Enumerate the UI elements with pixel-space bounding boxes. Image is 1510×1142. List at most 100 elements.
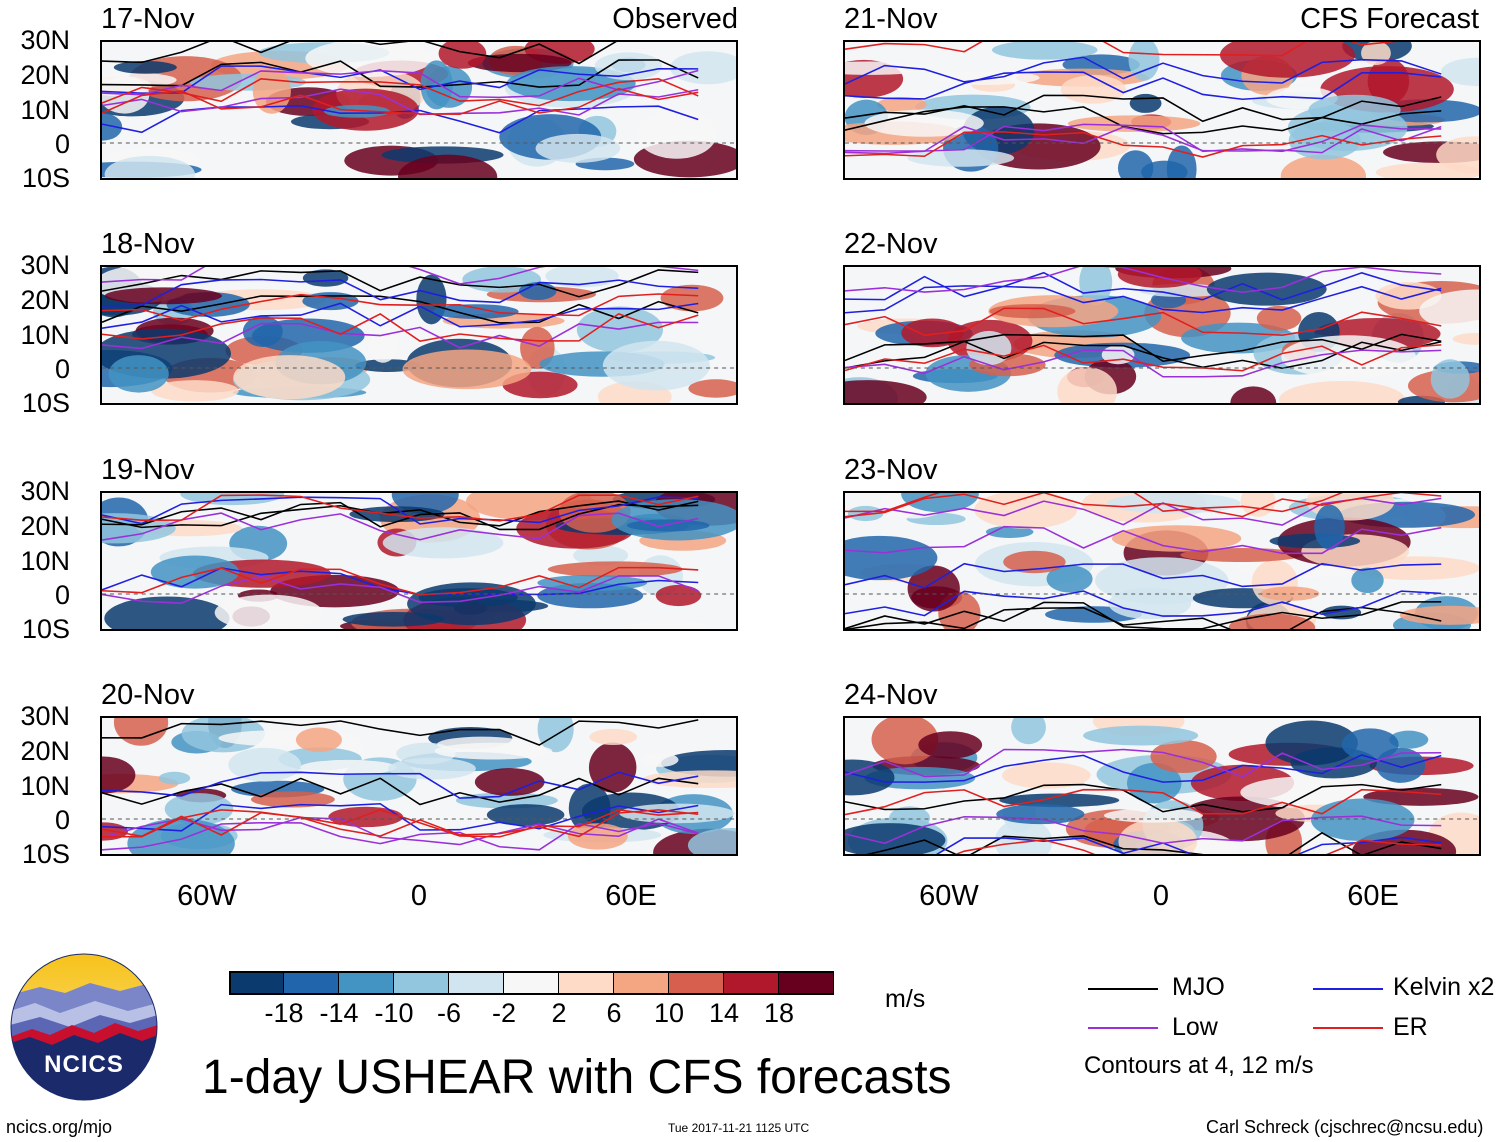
- shear-blob: [636, 109, 717, 159]
- shear-blob: [486, 804, 565, 826]
- shear-blob: [305, 42, 434, 77]
- shear-blob: [214, 594, 323, 629]
- panel-date: 21-Nov: [844, 3, 938, 35]
- lat-label: 30N: [20, 25, 70, 55]
- contour-line: [845, 42, 1397, 57]
- shear-blob: [102, 756, 136, 794]
- contour-line: [845, 267, 1442, 294]
- shear-blob: [907, 565, 960, 612]
- shear-blob: [233, 355, 346, 400]
- contour-line: [845, 493, 1344, 513]
- shear-blob: [1308, 94, 1401, 126]
- contour-line: [102, 293, 699, 322]
- contour-line: [102, 302, 699, 329]
- map-panel: [100, 716, 738, 856]
- shear-blob: [537, 574, 648, 591]
- shear-blob: [1150, 740, 1217, 773]
- legend-swatch-er: [1313, 1027, 1383, 1029]
- contour-line: [102, 295, 699, 324]
- shear-blob: [660, 284, 724, 312]
- contour-line: [102, 821, 699, 851]
- shear-blob: [641, 752, 679, 767]
- colorbar-tick: 18: [763, 998, 795, 1028]
- shear-blob: [877, 96, 927, 112]
- shear-blob: [1361, 42, 1391, 66]
- lat-label: 10S: [21, 839, 70, 869]
- shear-blob: [1430, 359, 1470, 399]
- shear-field: [845, 493, 1479, 629]
- lon-label: 60E: [605, 880, 657, 912]
- colorbar-swatch: [284, 971, 339, 995]
- shear-blob: [907, 149, 1015, 167]
- contour-line: [845, 333, 1442, 363]
- lat-label: 10S: [21, 163, 70, 193]
- shear-blob: [1419, 289, 1479, 333]
- colorbar-tick: -18: [264, 998, 304, 1028]
- panel-date: 17-Nov: [101, 3, 195, 35]
- forecast-label: CFS Forecast: [1300, 3, 1479, 35]
- shear-blob: [642, 770, 736, 789]
- lat-label: 0: [54, 580, 70, 610]
- contour-line: [845, 344, 1442, 372]
- contour-line: [845, 525, 1442, 555]
- shear-blob: [626, 519, 710, 532]
- shear-blob: [1280, 154, 1367, 178]
- lon-label: 60W: [177, 880, 237, 912]
- shear-blob: [104, 155, 195, 178]
- lon-label: 0: [1152, 880, 1170, 912]
- shear-blob: [1452, 332, 1479, 345]
- shear-blob: [1375, 162, 1479, 178]
- legend-swatch-kelvin: [1313, 988, 1383, 990]
- contour-line: [102, 88, 699, 116]
- colorbar-swatch: [229, 971, 284, 995]
- contour-line: [102, 78, 699, 107]
- contour-line: [845, 307, 1442, 336]
- shear-blob: [1067, 115, 1201, 132]
- lat-label: 30N: [20, 476, 70, 506]
- shear-blob: [845, 61, 931, 75]
- shear-blob: [629, 620, 710, 629]
- map-panel: [100, 40, 738, 180]
- contour-line: [845, 562, 1442, 589]
- ncics-logo: NCICS: [10, 953, 158, 1101]
- shear-blob: [1341, 728, 1399, 761]
- logo-icon: [10, 953, 158, 1101]
- colorbar-unit: m/s: [885, 985, 926, 1013]
- colorbar-swatch: [779, 971, 834, 995]
- contour-line: [102, 42, 617, 65]
- shear-blob: [402, 349, 532, 390]
- shear-blob: [918, 731, 983, 759]
- shear-blob: [1219, 42, 1355, 78]
- legend-label: Kelvin x2: [1393, 973, 1495, 1001]
- lat-label: 0: [54, 129, 70, 159]
- shear-blob: [1314, 504, 1345, 550]
- shear-field: [845, 267, 1479, 403]
- contour-line: [102, 809, 699, 838]
- contour-line: [102, 771, 699, 799]
- map-panel: [843, 40, 1481, 180]
- observed-label: Observed: [612, 3, 738, 35]
- map-panel: [843, 491, 1481, 631]
- lon-label: 60W: [919, 880, 979, 912]
- shear-blob: [1389, 730, 1429, 749]
- lat-label: 30N: [20, 250, 70, 280]
- footer-url: ncics.org/mjo: [6, 1117, 113, 1137]
- figure-title: 1-day USHEAR with CFS forecasts: [202, 1051, 952, 1104]
- panel-date: 20-Nov: [101, 679, 195, 711]
- shear-blob: [1002, 762, 1091, 789]
- shear-field: [845, 718, 1479, 854]
- panel-date: 23-Nov: [844, 454, 938, 486]
- shear-blob: [108, 355, 169, 393]
- shear-blob: [535, 133, 621, 163]
- contour-line: [954, 839, 1442, 854]
- shear-blob: [388, 757, 476, 780]
- shear-blob: [589, 728, 638, 746]
- map-panel: [843, 716, 1481, 856]
- contour-line: [935, 836, 1442, 854]
- lon-label: 0: [410, 880, 428, 912]
- shear-blob: [1103, 808, 1203, 823]
- legend-label: MJO: [1172, 973, 1225, 1001]
- colorbar-tick: 6: [606, 998, 622, 1028]
- shear-blob: [670, 51, 736, 85]
- colorbar-swatch: [394, 971, 449, 995]
